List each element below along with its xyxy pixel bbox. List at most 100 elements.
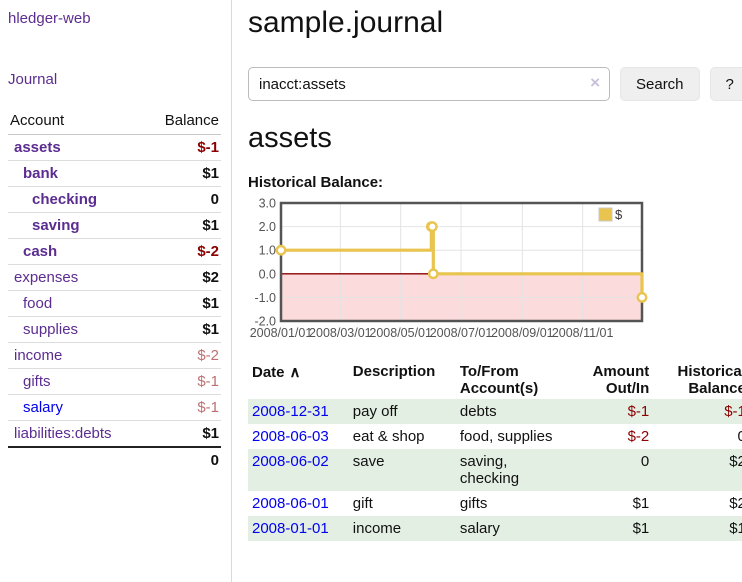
register-description-cell: gift	[349, 491, 456, 516]
account-row: liabilities:debts $1	[8, 420, 221, 448]
register-amount-cell: $1	[567, 516, 653, 541]
account-balance: $-2	[145, 238, 221, 265]
account-balance: $-1	[145, 134, 221, 161]
register-amount-cell-text: 0	[640, 453, 650, 470]
register-balance-cell: $2	[653, 449, 742, 491]
svg-text:1.0: 1.0	[259, 244, 276, 258]
account-name-cell: cash	[8, 238, 146, 265]
svg-text:2008/03/01: 2008/03/01	[309, 326, 372, 340]
register-amount-cell-text: $1	[632, 495, 650, 512]
register-accounts-cell-text: food, supplies	[459, 428, 553, 445]
register-accounts-cell-text: gifts	[459, 495, 488, 512]
register-description-cell-text: pay off	[352, 403, 398, 420]
nav-journal-link[interactable]: Journal	[8, 71, 58, 88]
historical-balance-chart[interactable]: 3.0 2.0 1.0 0.0 -1.0 -2.0 2008/01/01 2008/03/01…	[248, 197, 742, 351]
accounts-table: Account Balance assets $-1 bank $1 checking 0…	[8, 108, 221, 473]
register-header-label: Date	[252, 364, 285, 381]
account-link-supplies[interactable]: supplies	[23, 321, 79, 338]
register-header-date[interactable]: Date ∧	[248, 361, 349, 399]
register-header-label: To/From Account(s)	[459, 363, 539, 397]
register-header-row: Date ∧ Description To/From Account(s) Amount…	[248, 361, 742, 399]
transaction-date-link[interactable]: 2008-01-01	[252, 520, 329, 537]
account-balance: $1	[145, 160, 221, 187]
svg-text:3.0: 3.0	[259, 197, 276, 211]
account-link-gifts[interactable]: gifts	[23, 373, 51, 390]
search-input[interactable]	[248, 67, 610, 101]
account-link-assets[interactable]: assets	[14, 139, 61, 156]
account-link-expenses[interactable]: expenses	[14, 269, 79, 286]
register-row: 2008-06-02 save saving, checking 0 $2	[248, 449, 742, 491]
account-balance: $2	[145, 264, 221, 291]
register-amount-cell: $-2	[567, 424, 653, 449]
account-row: assets $-1	[8, 134, 221, 161]
app-title-link[interactable]: hledger-web	[8, 10, 91, 27]
search-form: × Search ?	[248, 67, 742, 101]
account-balance: $1	[145, 316, 221, 343]
account-link-bank[interactable]: bank	[23, 165, 59, 182]
register-description-cell: pay off	[349, 399, 456, 424]
register-header-tofrom: To/From Account(s)	[456, 361, 567, 399]
svg-text:2008/09/01: 2008/09/01	[491, 326, 554, 340]
account-link-liabilities-debts[interactable]: liabilities:debts	[14, 425, 112, 442]
register-row: 2008-12-31 pay off debts $-1 $-1	[248, 399, 742, 424]
svg-text:0.0: 0.0	[259, 267, 276, 281]
register-accounts-cell: debts	[456, 399, 567, 424]
account-row: salary $-1	[8, 394, 221, 421]
account-balance: $-1	[145, 368, 221, 395]
register-date-cell: 2008-06-01	[248, 491, 349, 516]
clear-search-icon[interactable]: ×	[590, 73, 600, 92]
help-button[interactable]: ?	[709, 67, 742, 101]
chart-svg: 3.0 2.0 1.0 0.0 -1.0 -2.02008/01/012008/03/01…	[250, 197, 648, 340]
account-row: food $1	[8, 290, 221, 317]
register-balance-cell-text: 0	[737, 428, 742, 445]
transaction-date-link[interactable]: 2008-06-03	[252, 428, 329, 445]
register-amount-cell: $1	[567, 491, 653, 516]
register-balance-cell: $-1	[653, 399, 742, 424]
account-balance: $1	[145, 212, 221, 239]
register-date-cell: 2008-12-31	[248, 399, 349, 424]
account-name-cell: assets	[8, 134, 146, 161]
account-link-salary[interactable]: salary	[23, 399, 64, 416]
register-amount-cell-text: $1	[632, 520, 650, 537]
register-description-cell: save	[349, 449, 456, 491]
register-header-amt: Amount Out/In	[567, 361, 653, 399]
journal-title: sample.journal	[248, 6, 444, 39]
main-panel: sample.journal × Search ? assets Histori…	[232, 0, 742, 582]
account-name-cell: income	[8, 342, 146, 369]
account-link-cash[interactable]: cash	[23, 243, 58, 260]
transaction-date-link[interactable]: 2008-06-01	[252, 495, 329, 512]
register-balance-cell-text: $1	[729, 520, 742, 537]
account-name-cell: checking	[8, 186, 146, 213]
account-balance: $-1	[145, 394, 221, 421]
search-button[interactable]: Search	[620, 67, 700, 101]
register-description-cell-text: income	[352, 520, 402, 537]
accounts-header-row: Account Balance	[8, 108, 221, 135]
register-accounts-cell: saving, checking	[456, 449, 567, 491]
svg-text:2008/05/01: 2008/05/01	[369, 326, 432, 340]
account-link-food[interactable]: food	[23, 295, 53, 312]
register-balance-cell-text: $2	[729, 453, 742, 470]
register-description-cell-text: save	[352, 453, 385, 470]
register-amount-cell-text: $-2	[627, 428, 650, 445]
account-balance: $-2	[145, 342, 221, 369]
svg-text:2.0: 2.0	[259, 220, 276, 234]
transaction-date-link[interactable]: 2008-06-02	[252, 453, 329, 470]
register-header-hbal: Historical Balance	[653, 361, 742, 399]
transaction-date-link[interactable]: 2008-12-31	[252, 403, 329, 420]
register-description-cell: eat & shop	[349, 424, 456, 449]
account-heading: assets	[248, 122, 332, 154]
register-header-label: Amount Out/In	[592, 363, 650, 397]
account-name-cell: bank	[8, 160, 146, 187]
sidebar: hledger-web Journal Account Balance asse…	[0, 0, 232, 582]
account-link-income[interactable]: income	[14, 347, 63, 364]
account-link-checking[interactable]: checking	[32, 191, 98, 208]
account-name-cell: supplies	[8, 316, 146, 343]
sidebar-nav: Journal	[8, 71, 221, 88]
accounts-total-row: 0	[8, 446, 221, 473]
register-accounts-cell-text: debts	[459, 403, 497, 420]
register-date-cell: 2008-06-02	[248, 449, 349, 491]
register-balance-cell: $2	[653, 491, 742, 516]
chart-heading: Historical Balance:	[248, 174, 384, 191]
account-link-saving[interactable]: saving	[32, 217, 80, 234]
